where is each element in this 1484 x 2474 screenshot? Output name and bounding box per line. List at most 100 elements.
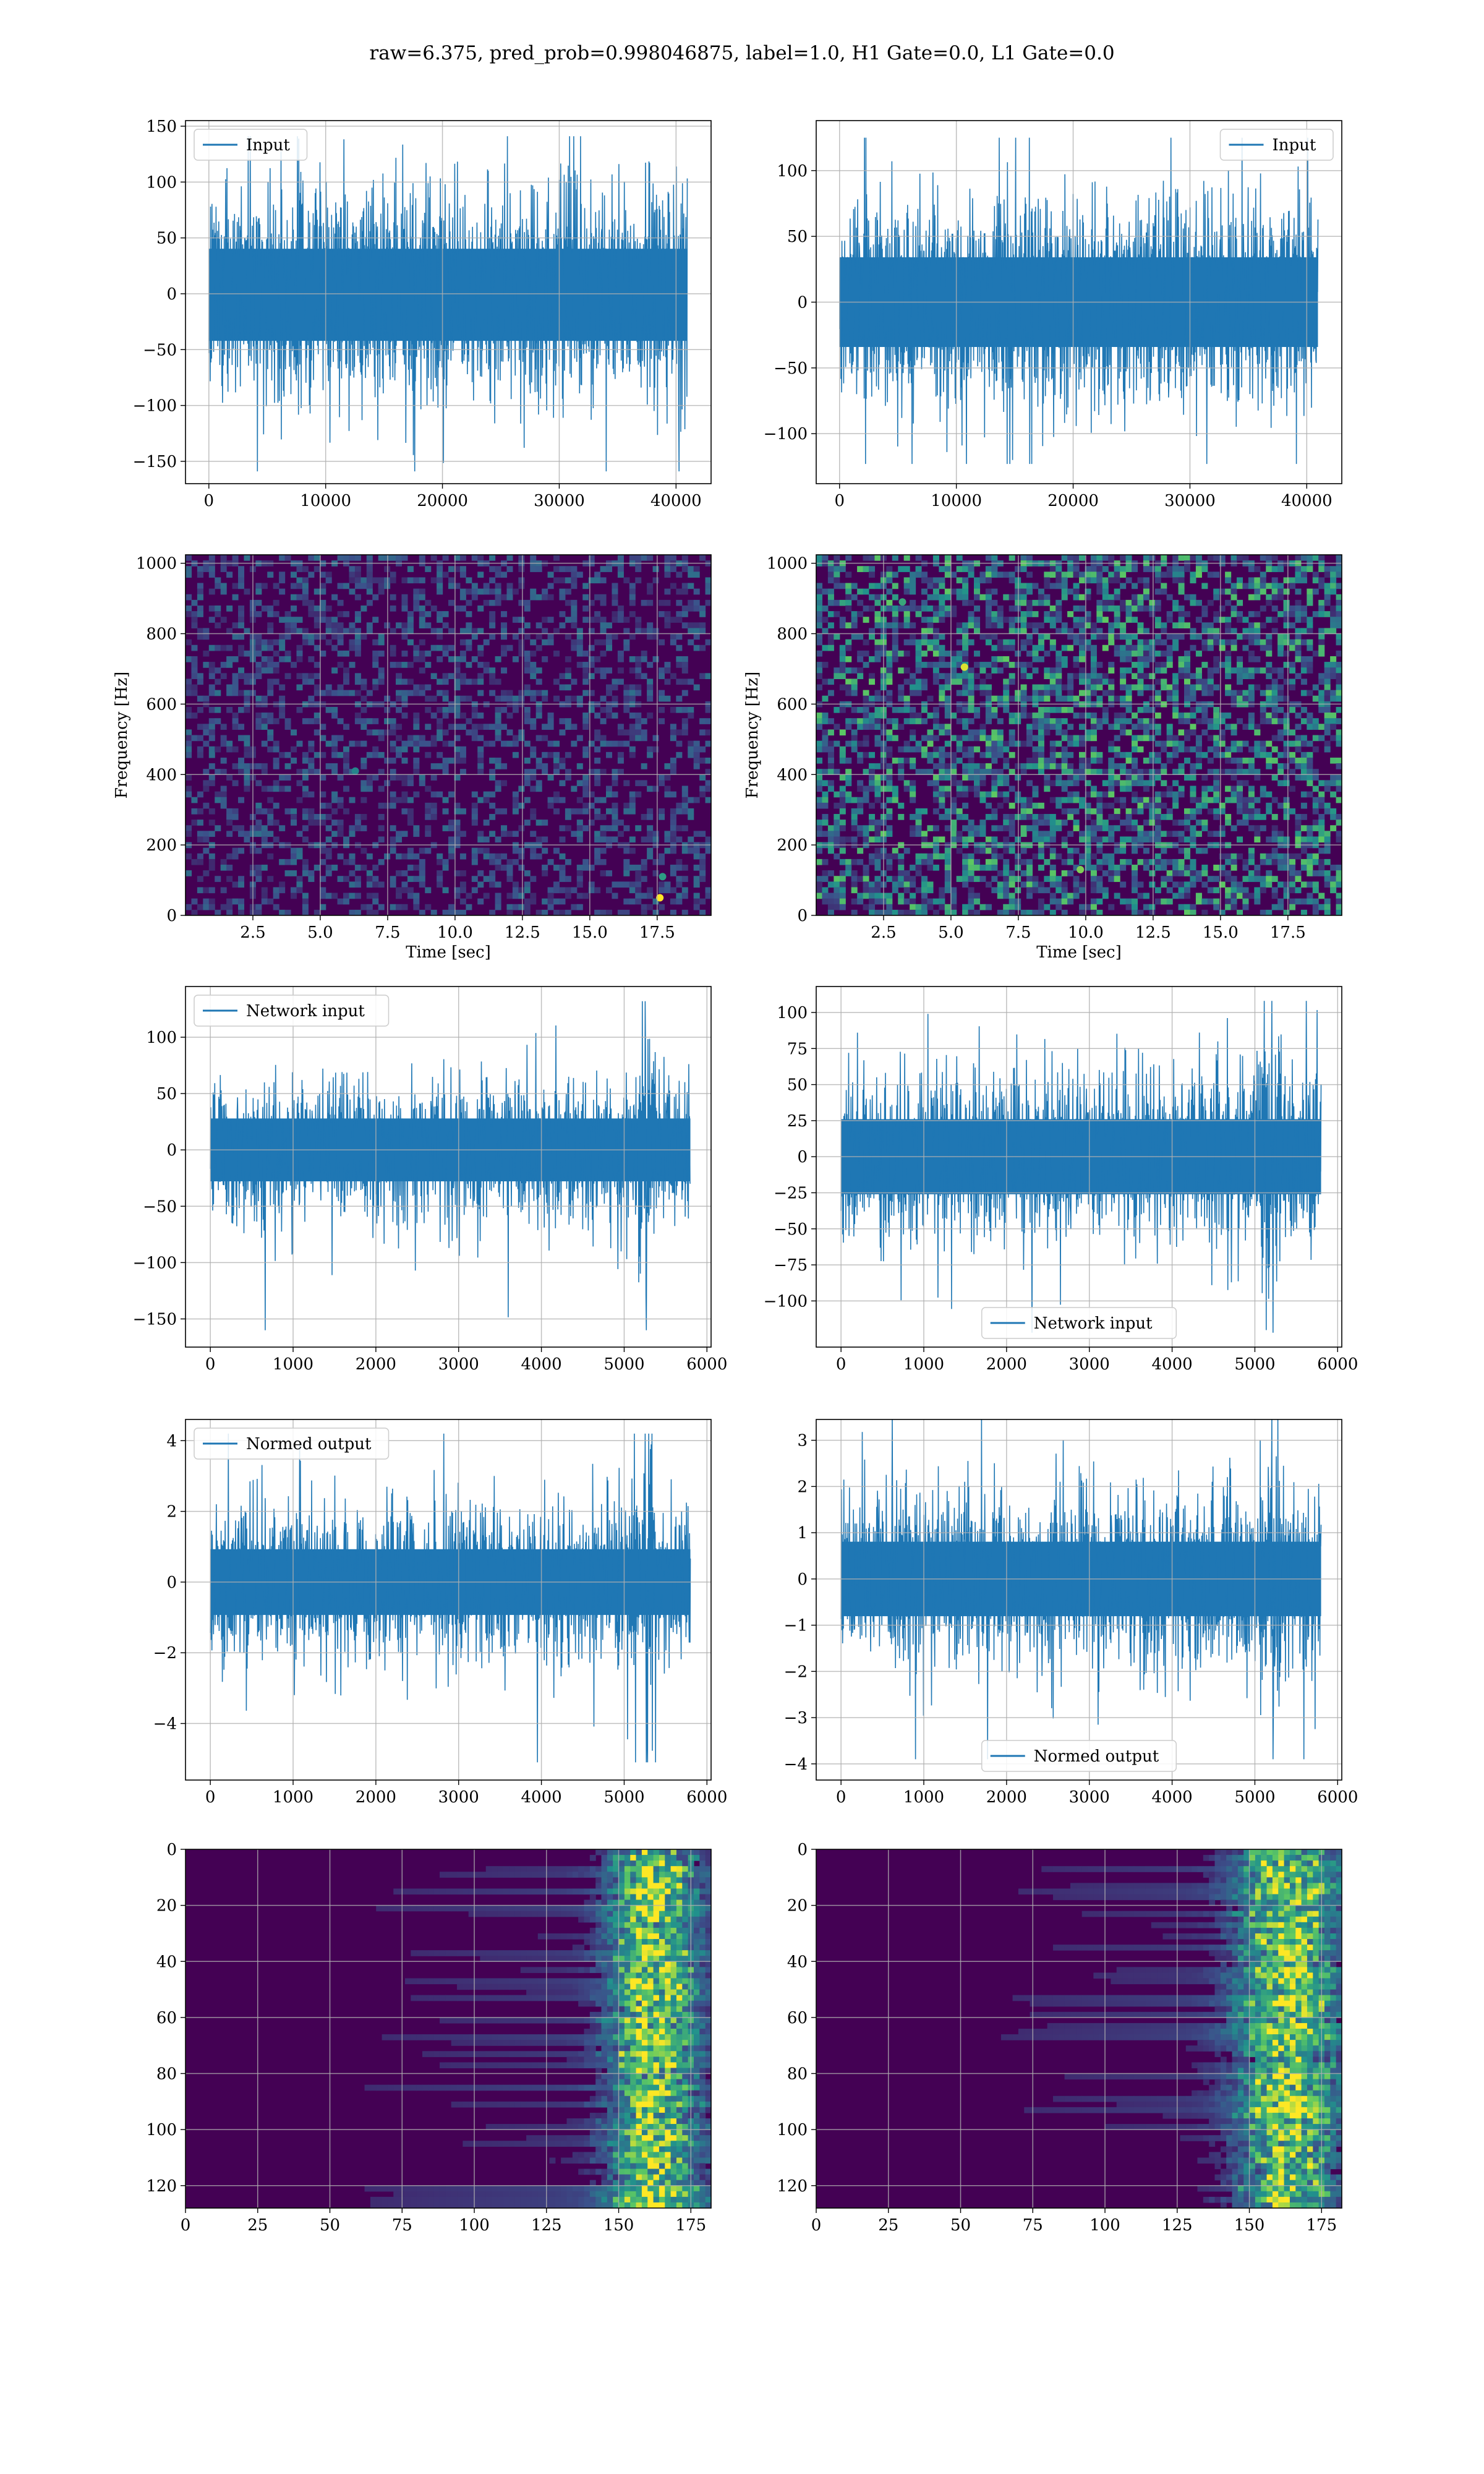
legend: Network input xyxy=(981,1307,1177,1339)
y-tick-label: −50 xyxy=(143,341,177,359)
x-tick-label: 175 xyxy=(675,2216,706,2235)
x-tick-label: 30000 xyxy=(1164,492,1216,510)
y-tick-label: 0 xyxy=(166,1573,177,1592)
x-tick-label: 1000 xyxy=(273,1355,313,1374)
x-tick-label: 25 xyxy=(878,2216,898,2235)
x-tick-label: 6000 xyxy=(686,1788,727,1807)
y-tick-label: 25 xyxy=(787,1112,808,1131)
y-tick-label: 100 xyxy=(777,1004,808,1022)
signal-line xyxy=(840,1419,1322,1760)
x-tick-label: 50 xyxy=(320,2216,340,2235)
x-tick-label: 17.5 xyxy=(1270,923,1306,942)
axes-l1-network-input: 0 1000 2000 3000 4000 5000 6000 −100 −75 −50 −25 0 2… xyxy=(764,986,1358,1374)
gridlines xyxy=(186,1419,711,1780)
legend: Network input xyxy=(194,995,390,1027)
y-tick-label: 20 xyxy=(787,1897,808,1915)
signal-line xyxy=(210,1433,691,1763)
x-tick-label: 150 xyxy=(1234,2216,1265,2235)
y-tick-label: 2 xyxy=(166,1503,177,1522)
x-tick-label: 0 xyxy=(205,1788,216,1807)
x-tick-label: 5000 xyxy=(1234,1355,1275,1374)
x-tick-label: 6000 xyxy=(1317,1788,1358,1807)
x-tick-label: 10000 xyxy=(300,492,351,510)
legend-box xyxy=(194,1427,390,1460)
hot-spot-2 xyxy=(898,598,906,606)
y-tick-label: 0 xyxy=(797,1148,808,1166)
y-tick-label: 120 xyxy=(146,2177,177,2196)
axes-h1-input: 0 10000 20000 30000 40000 −150 −100 −50 0 50 100 15… xyxy=(133,118,712,510)
x-tick-label: 0 xyxy=(205,1355,216,1374)
plot-area-l1-feature-map xyxy=(816,1849,1342,2208)
axes-h1-spectrogram: 2.5 5.0 7.5 10.0 12.5 15.0 17.5 0 200 400 600 800 10… xyxy=(113,554,712,962)
y-tick-label: 80 xyxy=(787,2065,808,2084)
legend: Normed output xyxy=(194,1427,390,1460)
y-tick-label: −3 xyxy=(784,1709,808,1727)
y-tick-label: 50 xyxy=(156,1085,177,1103)
y-tick-label: 60 xyxy=(156,2009,177,2027)
y-tick-label: 0 xyxy=(797,1841,808,1859)
axes-frame xyxy=(185,554,712,916)
y-tick-label: 75 xyxy=(787,1040,808,1058)
x-tick-label: 5.0 xyxy=(938,923,963,942)
signal-line xyxy=(839,137,1319,464)
x-tick-label: 40000 xyxy=(650,492,702,510)
signal-line xyxy=(840,1001,1322,1333)
x-tick-label: 75 xyxy=(1023,2216,1043,2235)
y-tick-label: 0 xyxy=(166,907,177,925)
legend: Input xyxy=(194,129,308,161)
x-tick-label: 5000 xyxy=(1234,1788,1275,1807)
y-tick-label: 150 xyxy=(146,118,177,136)
y-tick-label: 1 xyxy=(797,1524,808,1543)
y-tick-label: −50 xyxy=(774,1220,808,1239)
y-tick-label: −50 xyxy=(143,1197,177,1216)
y-tick-label: 800 xyxy=(146,625,177,644)
y-tick-label: −150 xyxy=(133,453,177,471)
x-tick-label: 15.0 xyxy=(1203,923,1239,942)
x-tick-label: 2000 xyxy=(986,1355,1027,1374)
y-tick-label: 100 xyxy=(146,2121,177,2139)
plot-area-h1-feature-map xyxy=(186,1849,711,2208)
axes-frame xyxy=(185,1419,712,1781)
x-tick-label: 40000 xyxy=(1281,492,1333,510)
y-axis-label: Frequency [Hz] xyxy=(743,672,762,799)
x-tick-label: 6000 xyxy=(1317,1355,1358,1374)
heatmap-cells xyxy=(186,555,711,915)
axes-l1-normed-output: 0 1000 2000 3000 4000 5000 6000 −4 −3 −2 −1 0 1 2 3 Nor… xyxy=(784,1419,1358,1807)
x-tick-label: 6000 xyxy=(686,1355,727,1374)
y-tick-label: 100 xyxy=(777,162,808,181)
x-tick-label: 2000 xyxy=(356,1788,396,1807)
axes-l1-feature-map: 0 25 50 75 100 125 150 175 0 20 40 60 80 100 120 xyxy=(777,1841,1342,2235)
y-tick-label: 100 xyxy=(146,1029,177,1047)
signal-line xyxy=(208,136,688,472)
x-tick-label: 20000 xyxy=(1047,492,1099,510)
y-tick-label: 0 xyxy=(166,1841,177,1859)
x-tick-label: 0 xyxy=(836,1355,846,1374)
hot-spot-1 xyxy=(659,873,667,881)
gridlines xyxy=(816,121,1342,484)
y-tick-label: 100 xyxy=(146,173,177,192)
plot-area-h1-normed-output xyxy=(186,1419,711,1780)
x-tick-label: 100 xyxy=(459,2216,490,2235)
gridlines xyxy=(186,1849,711,2208)
y-tick-label: 400 xyxy=(777,766,808,784)
axes-h1-network-input: 0 1000 2000 3000 4000 5000 6000 −150 −100 −50 0 50 1… xyxy=(133,986,727,1374)
y-tick-label: 3 xyxy=(797,1432,808,1450)
y-tick-label: 400 xyxy=(146,766,177,784)
y-tick-label: 600 xyxy=(146,695,177,714)
y-tick-label: 0 xyxy=(166,285,177,304)
x-tick-label: 3000 xyxy=(438,1355,479,1374)
x-tick-label: 20000 xyxy=(417,492,468,510)
y-tick-label: −25 xyxy=(774,1184,808,1202)
legend-box xyxy=(194,129,308,161)
y-tick-label: 40 xyxy=(787,1953,808,1971)
x-tick-label: 4000 xyxy=(521,1355,562,1374)
y-tick-label: 80 xyxy=(156,2065,177,2084)
signal-line xyxy=(210,1001,691,1330)
x-tick-label: 4000 xyxy=(521,1788,562,1807)
y-tick-label: −100 xyxy=(133,397,177,416)
legend-box xyxy=(981,1740,1177,1772)
x-tick-label: 3000 xyxy=(1069,1788,1110,1807)
legend-label: Network input xyxy=(246,1002,365,1021)
y-tick-label: 0 xyxy=(797,907,808,925)
x-tick-label: 2.5 xyxy=(240,923,265,942)
